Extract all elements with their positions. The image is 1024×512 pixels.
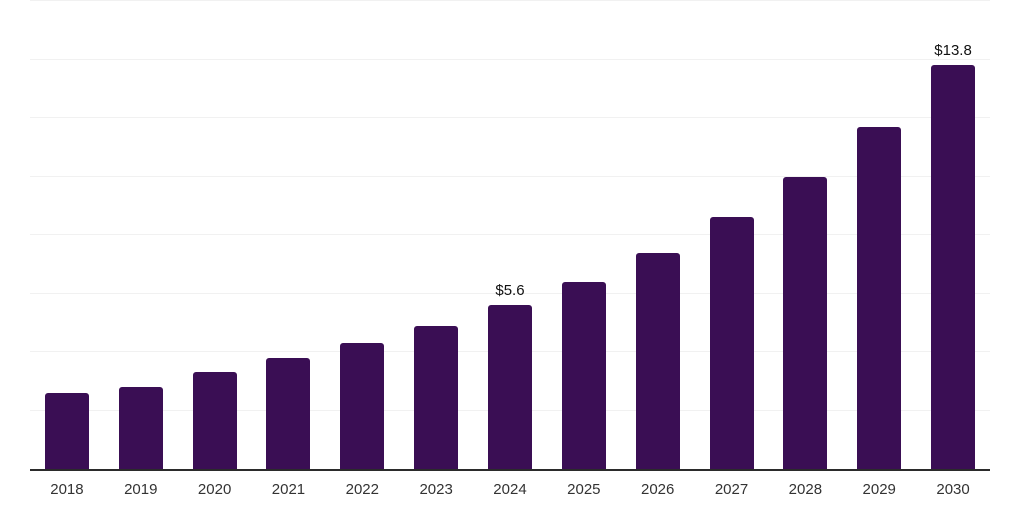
bar-column-2025 [547, 1, 621, 469]
bar-column-2022 [325, 1, 399, 469]
bar-value-label: $5.6 [495, 282, 525, 300]
bar-column-2024: $5.6 [473, 1, 547, 469]
bar-2030 [931, 65, 976, 469]
bar-2022 [340, 343, 385, 469]
bar-2019 [118, 387, 163, 469]
x-tick-label-2026: 2026 [640, 481, 675, 498]
bar-column-2023 [399, 1, 473, 469]
bar-2028 [783, 176, 828, 469]
gridline [30, 0, 990, 1]
bars-layer: $5.6 $13.8 [30, 1, 990, 469]
bar-column-2021 [252, 1, 326, 469]
gridline [30, 117, 990, 118]
bar-column-2029 [842, 1, 916, 469]
x-tick-label-2020: 2020 [197, 481, 232, 498]
bar-2027 [709, 217, 754, 469]
bar-2018 [44, 392, 89, 469]
x-tick-label-2022: 2022 [345, 481, 379, 498]
x-axis-labels: 2018 2019 2020 2021 2022 2023 2024 2025 2026 2027… [30, 479, 990, 500]
x-tick-label-2030: 2030 [936, 481, 970, 498]
x-tick-label-2018: 2018 [50, 481, 84, 498]
bar-column-2030: $13.8 [916, 1, 990, 469]
bar-2020 [192, 372, 237, 469]
bar-2024 [487, 305, 532, 469]
gridline [30, 292, 990, 294]
x-tick-label-2025: 2025 [567, 481, 601, 498]
plot-area: $5.6 $13.8 [30, 0, 990, 471]
bar-2029 [857, 126, 902, 469]
bar-column-2019 [104, 1, 178, 469]
x-tick-label-2028: 2028 [788, 481, 823, 498]
gridline [30, 58, 990, 60]
bar-column-2018 [30, 1, 104, 469]
bar-2021 [266, 357, 311, 469]
bar-2025 [561, 281, 606, 469]
bar-column-2026 [621, 1, 695, 469]
bar-2026 [635, 252, 680, 469]
bar-value-label: $13.8 [934, 42, 972, 60]
x-tick-label-2021: 2021 [271, 481, 306, 498]
x-tick-label-2019: 2019 [124, 481, 158, 498]
x-tick-label-2023: 2023 [419, 481, 453, 498]
gridline [30, 234, 990, 235]
bar-2023 [414, 325, 459, 469]
gridline [30, 175, 990, 177]
bar-column-2027 [695, 1, 769, 469]
x-tick-label-2029: 2029 [862, 481, 896, 498]
x-tick-label-2024: 2024 [493, 481, 527, 498]
x-tick-label-2027: 2027 [714, 481, 749, 498]
bar-column-2028 [768, 1, 842, 469]
bar-column-2020 [178, 1, 252, 469]
